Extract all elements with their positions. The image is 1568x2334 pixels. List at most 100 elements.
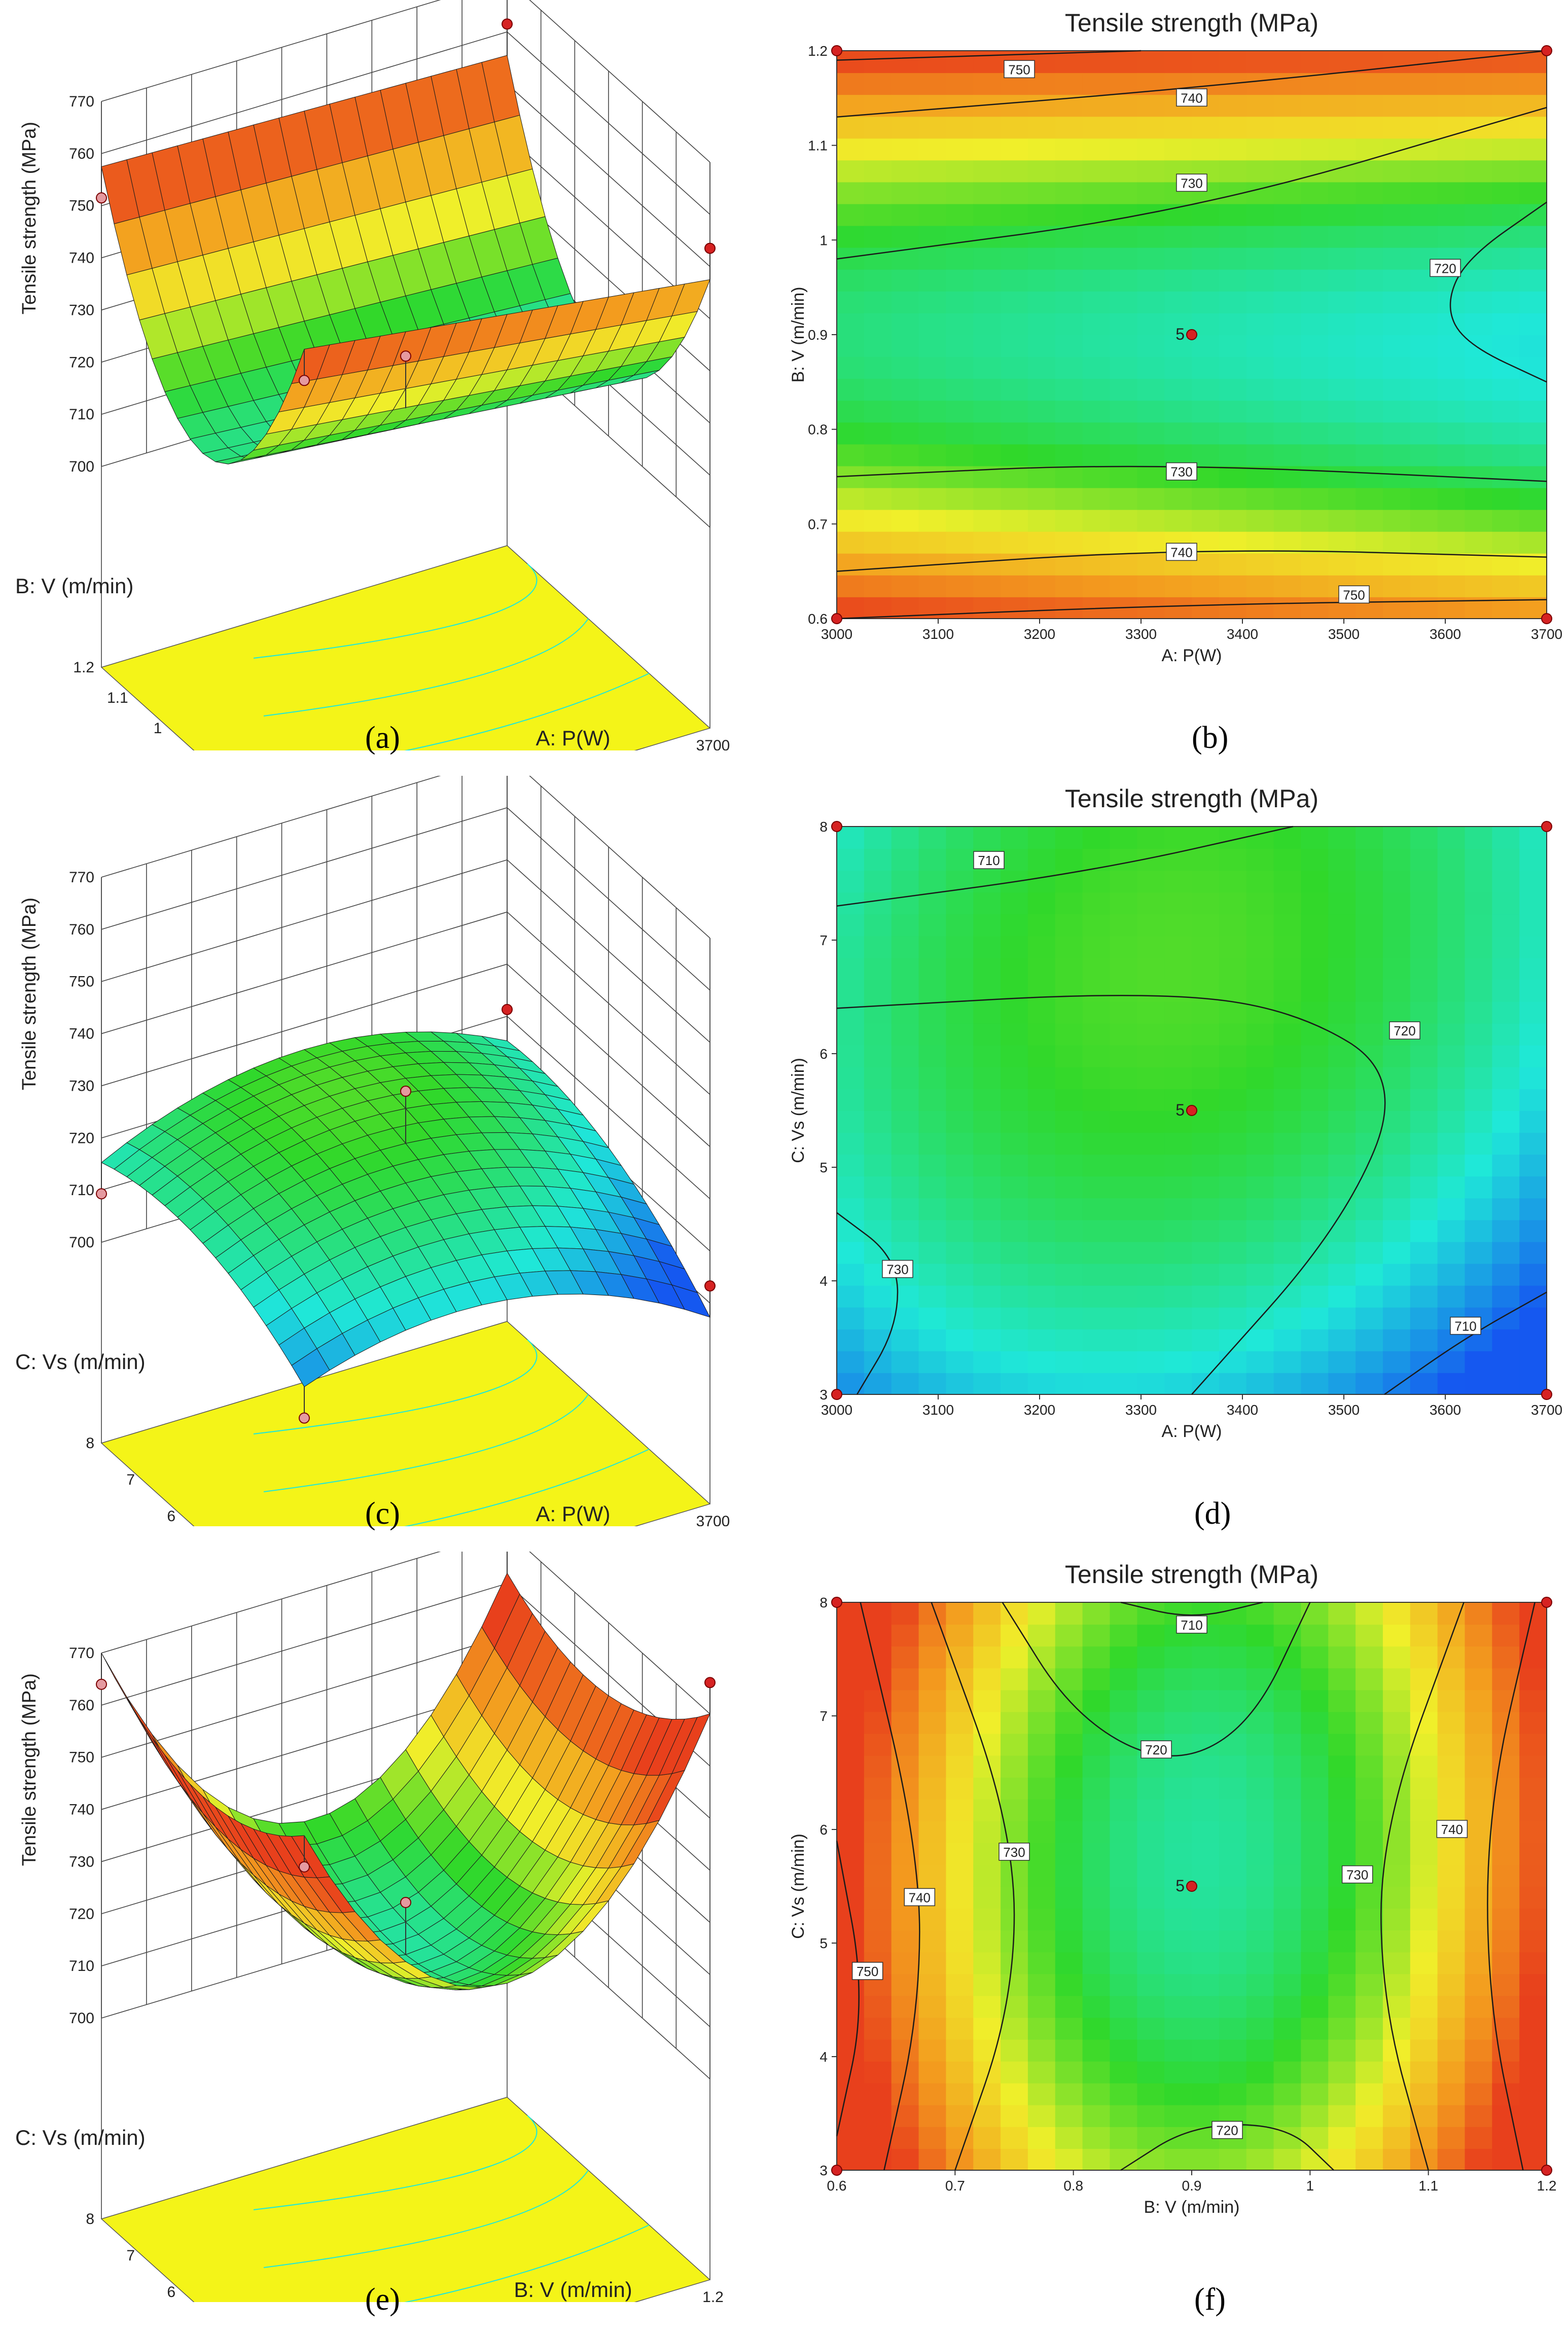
heatmap-cell <box>973 509 1002 532</box>
heatmap-cell <box>891 1820 919 1843</box>
back-wall-gridline <box>101 776 441 878</box>
heatmap-cell <box>1027 957 1056 980</box>
heatmap-cell <box>1382 73 1411 95</box>
contour-line <box>1380 1602 1465 2171</box>
heatmap-cell <box>1301 1886 1329 1909</box>
panel-letter-f: (f) <box>1194 2282 1226 2317</box>
heatmap-cell <box>1492 979 1520 1002</box>
heatmap-cell <box>837 138 865 161</box>
heatmap-cell <box>1192 1198 1220 1220</box>
heatmap-cell <box>1137 94 1165 117</box>
heatmap-cell <box>1410 1973 1438 1996</box>
heatmap-cell <box>918 1995 947 2018</box>
heatmap-cell <box>1492 160 1520 183</box>
heatmap-cell <box>864 914 892 937</box>
y-tick-label: 6 <box>167 1508 175 1525</box>
heatmap-cell <box>1219 1219 1247 1242</box>
heatmap-cell <box>1410 979 1438 1002</box>
contour-label: 730 <box>1003 1845 1025 1860</box>
heatmap-cell <box>1410 1219 1438 1242</box>
heatmap-cell <box>973 1088 1002 1111</box>
contour-label-box <box>1430 259 1461 277</box>
heatmap-cell <box>1082 1132 1111 1155</box>
heatmap-cell <box>918 2017 947 2040</box>
heatmap-cell <box>891 94 919 117</box>
heatmap-cell <box>1301 1995 1329 2018</box>
heatmap-cell <box>1055 73 1083 95</box>
heatmap-cell <box>1492 848 1520 871</box>
heatmap-cell <box>1273 957 1302 980</box>
design-point <box>831 1597 842 1608</box>
heatmap-cell <box>1082 160 1111 183</box>
heatmap-cell <box>1519 291 1547 313</box>
heatmap-cell <box>1055 2061 1083 2084</box>
heatmap-cell <box>1437 1842 1466 1865</box>
heatmap-cell <box>1437 335 1466 357</box>
heatmap-cell <box>918 979 947 1002</box>
heatmap-cell <box>1410 2148 1438 2171</box>
center-point-count: 5 <box>1175 325 1185 343</box>
heatmap-cell <box>1328 269 1357 292</box>
contour-label: 730 <box>1170 464 1192 480</box>
heatmap-cell <box>1519 247 1547 270</box>
heatmap-cell <box>1192 487 1220 510</box>
heatmap-cell <box>1465 553 1493 576</box>
heatmap-cell <box>1055 1711 1083 1734</box>
x-tick-label: 3100 <box>922 626 954 642</box>
z-tick-label: 710 <box>69 406 94 423</box>
heatmap-cell <box>1164 1372 1192 1395</box>
heatmap-cell <box>1027 1372 1056 1395</box>
heatmap-cell <box>837 870 865 893</box>
heatmap-cell <box>1356 2082 1383 2105</box>
heatmap-cell <box>864 1307 892 1330</box>
heatmap-cell <box>837 2126 865 2149</box>
heatmap-cell <box>973 1263 1002 1286</box>
heatmap-cell <box>1164 378 1192 401</box>
heatmap-cell <box>1465 509 1493 532</box>
heatmap-cell <box>1192 892 1220 915</box>
heatmap-cell <box>1273 247 1302 270</box>
heatmap-cell <box>891 116 919 139</box>
heatmap-cell <box>1273 1219 1302 1242</box>
heatmap-cell <box>1382 1668 1411 1691</box>
heatmap-cell <box>1382 1733 1411 1756</box>
heatmap-cell <box>1027 870 1056 893</box>
heatmap-cell <box>1001 160 1028 183</box>
heatmap-cell <box>946 1711 974 1734</box>
heatmap-cell <box>1001 94 1028 117</box>
heatmap-cell <box>891 1328 919 1351</box>
heatmap-cell <box>1137 827 1165 849</box>
heatmap-cell <box>891 444 919 466</box>
heatmap-cell <box>891 1930 919 1953</box>
heatmap-cell <box>1328 1219 1357 1242</box>
heatmap-cell <box>973 1001 1002 1024</box>
contour-line <box>1384 1291 1547 1395</box>
heatmap-cell <box>1110 509 1138 532</box>
heatmap-cell <box>1492 1307 1520 1330</box>
heatmap-cell <box>837 1690 865 1712</box>
heatmap-cell <box>1273 1690 1302 1712</box>
heatmap-cell <box>1465 1711 1493 1734</box>
back-wall-gridline <box>101 1635 508 1758</box>
heatmap-cell <box>973 1176 1002 1199</box>
heatmap-cell <box>973 444 1002 466</box>
heatmap-cell <box>1137 291 1165 313</box>
heatmap-cell <box>1055 203 1083 226</box>
heatmap-cell <box>1137 138 1165 161</box>
heatmap-cell <box>1301 1066 1329 1089</box>
heatmap-cell <box>1492 1842 1520 1865</box>
heatmap-cell <box>1192 1930 1220 1953</box>
heatmap-cell <box>1492 1154 1520 1177</box>
heatmap-cell <box>1192 378 1220 401</box>
heatmap-cell <box>1328 1646 1357 1669</box>
heatmap-cell <box>837 160 865 183</box>
heatmap-cell <box>1328 94 1357 117</box>
heatmap-cell <box>1192 1176 1220 1199</box>
heatmap-cell <box>837 1733 865 1756</box>
heatmap-cell <box>1110 1045 1138 1067</box>
heatmap-cell <box>837 356 865 379</box>
heatmap-cell <box>1465 1624 1493 1647</box>
heatmap-cell <box>1055 1198 1083 1220</box>
heatmap-cell <box>1001 1001 1028 1024</box>
heatmap-cell <box>1219 1864 1247 1887</box>
